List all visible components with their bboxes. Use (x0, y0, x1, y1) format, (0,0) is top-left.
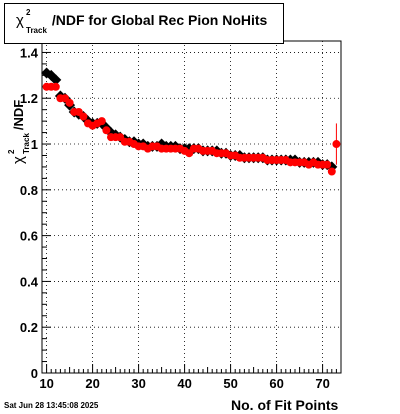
ylabel-chi: χ (10, 156, 27, 164)
data-point-red (102, 126, 111, 135)
y-tick-label: 1 (31, 137, 38, 152)
data-point-black (50, 74, 62, 86)
chart-title: χ 2 Track/NDF for Global Rec Pion NoHits (16, 8, 268, 35)
data-point-red (332, 140, 341, 149)
y-axis-label: χ 2 Track/NDF (7, 44, 50, 164)
x-tick-label: 40 (177, 376, 191, 391)
data-point-red (65, 98, 74, 107)
ylabel-rest: /NDF (11, 99, 26, 131)
ylabel-sup: 2 (7, 149, 16, 154)
y-tick-label: 0.8 (20, 183, 38, 198)
x-tick-label: 20 (85, 376, 99, 391)
title-text-rest: /NDF for Global Rec Pion NoHits (51, 12, 268, 28)
title-sup: 2 (26, 8, 31, 17)
x-axis-label: No. of Fit Points (231, 397, 339, 413)
x-tick-label: 60 (269, 376, 283, 391)
data-point-red (97, 117, 106, 126)
plot-frame (41, 40, 342, 374)
title-chi: χ (16, 12, 24, 29)
data-point-red (323, 160, 332, 169)
y-tick-label: 0.4 (20, 274, 39, 289)
data-point-red (327, 167, 336, 176)
timestamp: Sat Jun 28 13:45:08 2025 (4, 401, 99, 410)
title-sub: Track (26, 26, 47, 35)
x-tick-label: 50 (223, 376, 237, 391)
data-point-red (79, 112, 88, 121)
data-point-red (51, 82, 60, 91)
y-tick-label: 0.2 (20, 320, 38, 335)
x-tick-label: 10 (39, 376, 53, 391)
x-tick-label: 30 (131, 376, 145, 391)
y-tick-label: 0.6 (20, 229, 38, 244)
y-tick-label: 1.4 (20, 45, 39, 60)
y-tick-label: 0 (31, 366, 38, 381)
ylabel-sub: Track (22, 133, 31, 154)
title-box: χ 2 Track/NDF for Global Rec Pion NoHits (4, 3, 284, 44)
x-tick-label: 70 (315, 376, 329, 391)
y-tick-label: 1.2 (20, 91, 38, 106)
